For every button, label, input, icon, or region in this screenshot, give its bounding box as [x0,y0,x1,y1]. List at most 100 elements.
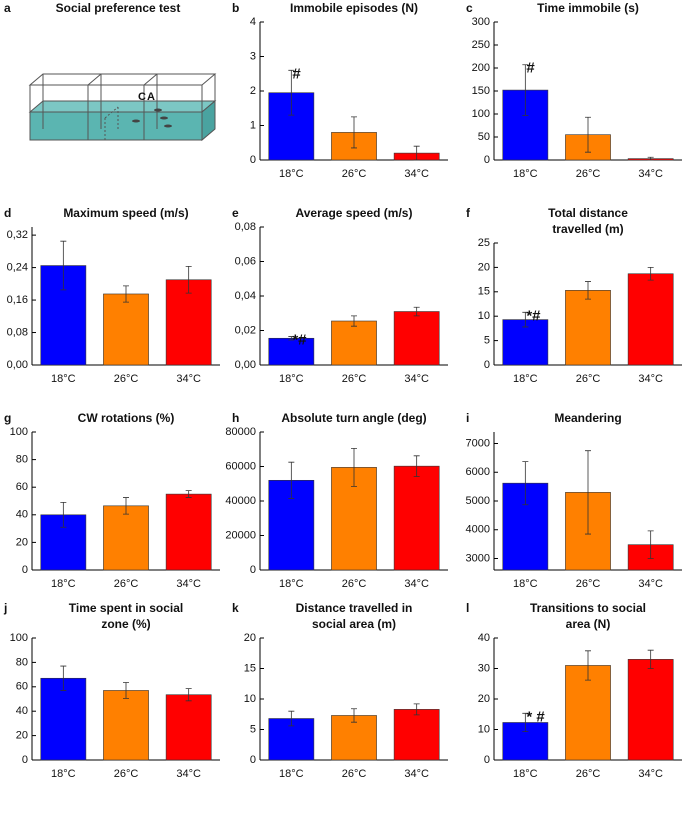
chart-title: Transitions to social [530,601,646,615]
chart-title: Time immobile (s) [537,1,639,15]
y-tick-label: 10 [478,310,490,322]
x-tick-label: 26°C [576,768,601,780]
y-tick-label: 0 [484,359,490,371]
x-tick-label: 34°C [176,373,201,385]
error-bar [351,447,357,487]
y-tick-label: 5 [250,723,256,735]
y-tick-label: 3000 [466,552,490,564]
y-tick-label: 0,00 [7,359,28,371]
panel-letter: d [4,206,11,220]
y-tick-label: 3 [250,50,256,62]
water [28,100,217,113]
y-tick-label: 0,16 [7,294,28,306]
error-bar [413,455,420,477]
chart-title: Maximum speed (m/s) [63,206,188,220]
error-bar [185,688,192,702]
annotation: *# [292,332,307,349]
x-tick-label: 34°C [638,578,663,590]
x-tick-label: 26°C [576,373,601,385]
x-tick-label: 26°C [342,373,367,385]
label-a: A [147,91,155,103]
x-tick-label: 18°C [513,768,538,780]
error-bar [351,708,357,723]
panel-letter: j [3,601,7,615]
y-tick-label: 0,06 [235,255,256,267]
x-tick-label: 34°C [176,768,201,780]
y-tick-label: 0,08 [7,326,28,338]
y-tick-label: 20 [16,536,28,548]
error-bar [413,306,420,317]
y-tick-label: 0 [250,754,256,766]
x-tick-label: 18°C [513,168,538,180]
y-tick-label: 60 [16,481,28,493]
panel-letter: a [4,1,11,15]
x-tick-label: 34°C [404,768,429,780]
chart-title: area (N) [566,617,611,631]
x-tick-label: 34°C [404,168,429,180]
y-tick-label: 0,32 [7,229,28,241]
y-tick-label: 100 [10,632,28,644]
fish [160,116,168,120]
y-tick-label: 60000 [225,460,256,472]
x-tick-label: 18°C [51,373,76,385]
y-tick-label: 10 [244,693,256,705]
panel-letter: b [232,1,239,15]
y-tick-label: 1 [250,119,256,131]
error-bar [647,649,654,669]
error-bar [288,461,295,499]
chart-title: Social preference test [56,1,181,15]
x-tick-label: 34°C [404,578,429,590]
x-tick-label: 34°C [638,168,663,180]
annotation: # [292,65,301,82]
y-tick-label: 20 [478,261,490,273]
fish [154,108,162,112]
panel-letter: g [4,411,11,425]
y-tick-label: 60 [16,681,28,693]
y-tick-label: 40 [478,632,490,644]
y-tick-label: 10 [478,723,490,735]
y-tick-label: 0,04 [235,290,256,302]
error-bar [647,156,654,161]
annotation: *# [526,307,541,324]
error-bar [351,315,357,327]
x-tick-label: 18°C [279,768,304,780]
y-tick-label: 80 [16,454,28,466]
panel-letter: f [466,206,471,220]
tank [28,73,217,142]
error-bar [522,311,529,328]
x-tick-label: 34°C [404,373,429,385]
bar [40,677,87,761]
bar [627,659,674,761]
error-bar [522,64,529,116]
y-tick-label: 20 [478,693,490,705]
y-tick-label: 20 [244,632,256,644]
panel-letter: e [232,206,239,220]
y-tick-label: 150 [472,85,490,97]
y-tick-label: 0,24 [7,261,28,273]
error-bar [585,116,591,153]
fish [132,119,140,123]
bar [331,320,377,366]
fish [164,124,172,128]
error-bar [123,285,129,303]
y-tick-label: 0 [22,754,28,766]
y-tick-label: 15 [244,662,256,674]
divider [104,106,119,140]
x-tick-label: 18°C [51,578,76,590]
x-tick-label: 34°C [176,578,201,590]
y-tick-label: 15 [478,286,490,298]
error-bar [585,450,591,535]
error-bar [123,497,129,515]
chart-title: CW rotations (%) [78,411,175,425]
error-bar [288,710,295,727]
error-bar [647,530,654,559]
panel-letter: h [232,411,239,425]
error-bar [60,240,67,291]
error-bar [413,703,420,716]
y-tick-label: 0 [484,754,490,766]
y-tick-label: 7000 [466,437,490,449]
bar [393,465,440,571]
y-tick-label: 300 [472,16,490,28]
y-tick-label: 0 [250,154,256,166]
